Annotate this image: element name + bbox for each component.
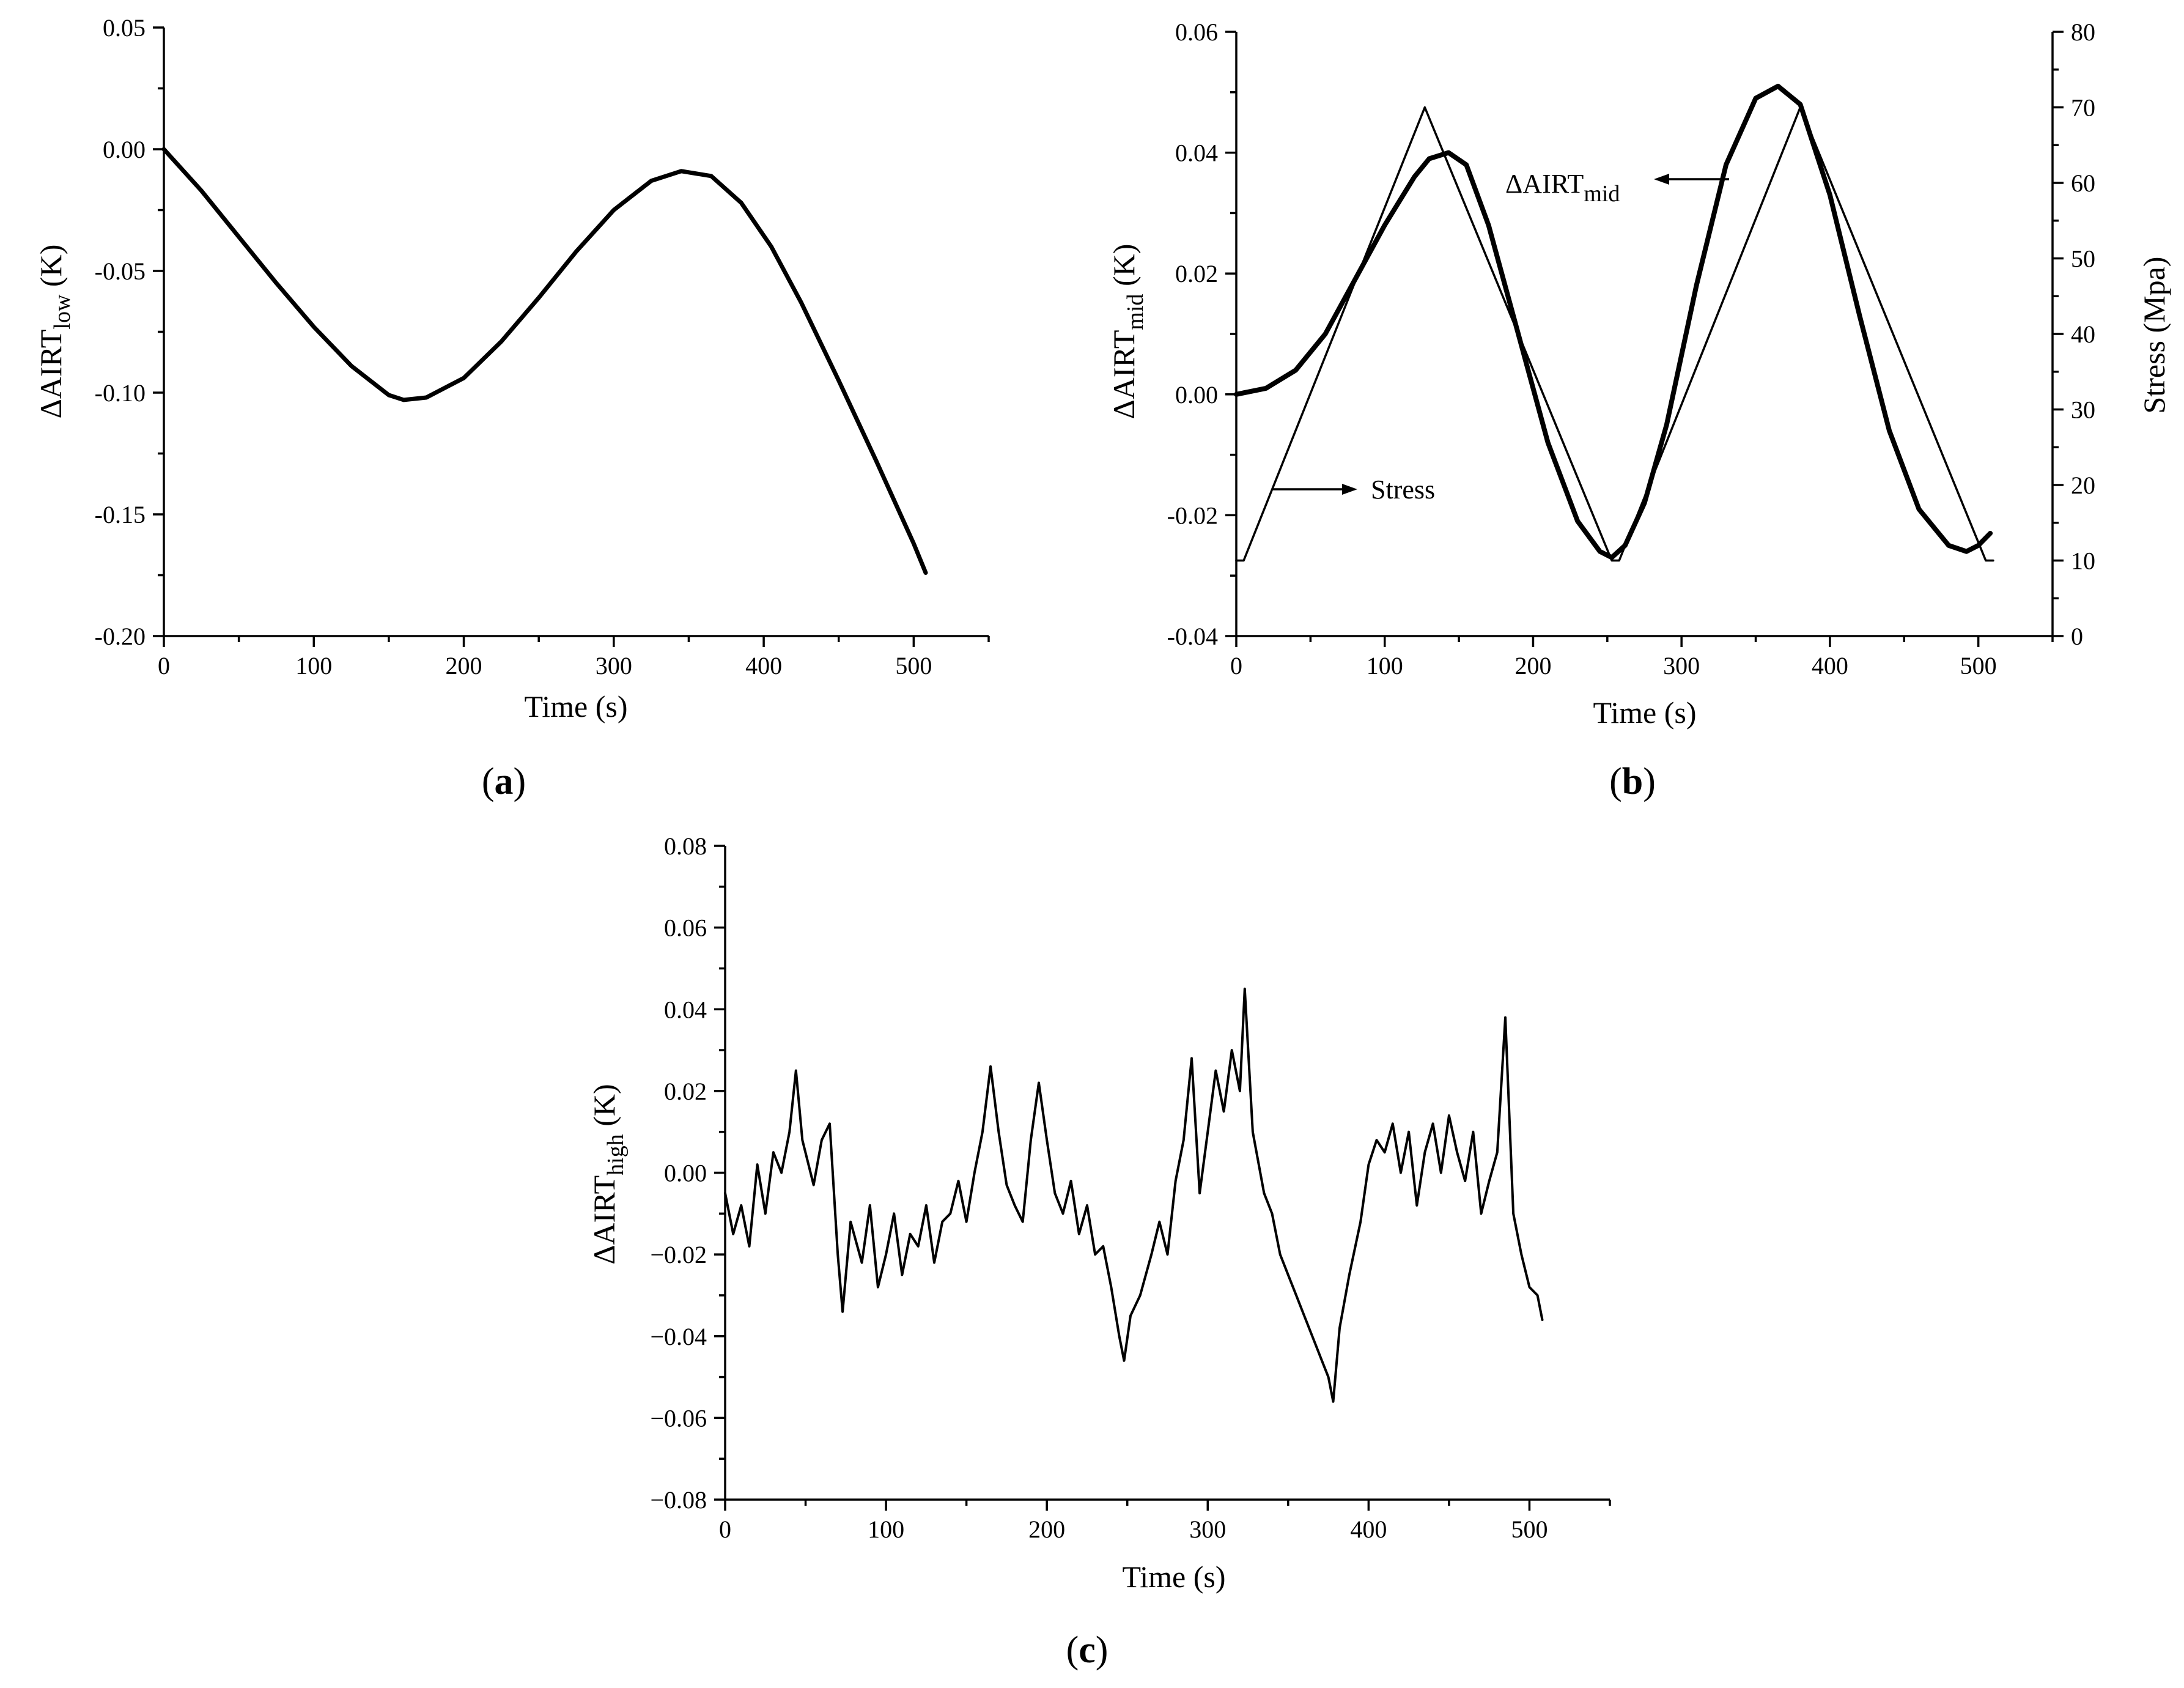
panel-c-ytick-label: −0.08 bbox=[650, 1486, 707, 1514]
panel-a-line-airt-low bbox=[161, 147, 928, 575]
panel-b-ytick-label: 0.00 bbox=[1175, 381, 1218, 409]
panel-b-grid-ticks: 0 100 200 300 400 500-0.04-0.020.000.020.040.… bbox=[1167, 18, 2095, 679]
panel-c-xtick-label: 400 bbox=[1350, 1516, 1387, 1543]
panel-a-xtick-label: 400 bbox=[745, 652, 782, 679]
panel-c-xtick-label: 300 bbox=[1189, 1516, 1226, 1543]
panel-b-xtick-label: 300 bbox=[1663, 652, 1700, 679]
panel-b-line-airt-mid bbox=[1234, 83, 1993, 560]
panel-c-label: (c) bbox=[1066, 1629, 1109, 1671]
panel-a-xtick-label: 100 bbox=[295, 652, 332, 679]
panel-b-y2label: Stress (Mpa) bbox=[2137, 257, 2171, 414]
panel-c-grid-ticks: 0 100 200 300 400 500 −0.08 −0.06 −0.04 −0.02 0.00… bbox=[650, 832, 1611, 1543]
panel-b: 0 100 200 300 400 500-0.04-0.020.000.020.040.… bbox=[1107, 18, 2171, 802]
panel-a-ytick-label: -0.10 bbox=[95, 379, 146, 407]
panel-b-xtick-label: 200 bbox=[1514, 652, 1551, 679]
panel-b-annotation-airt-mid: ΔAIRTmid bbox=[1505, 169, 1620, 207]
panel-c-axes bbox=[724, 846, 1610, 1501]
panel-a-ytick-label: 0.00 bbox=[103, 136, 146, 163]
panel-b-ytick-label: -0.02 bbox=[1167, 502, 1218, 529]
panel-b-axes bbox=[1235, 32, 2054, 637]
panel-b-y2tick-label: 80 bbox=[2071, 18, 2095, 46]
panel-b-xtick-label: 0 bbox=[1230, 652, 1242, 679]
panel-c-ytick-label: 0.04 bbox=[664, 996, 707, 1023]
panel-b-label: (b) bbox=[1609, 761, 1656, 802]
panel-b-line-stress bbox=[1235, 106, 1994, 562]
panel-b-y2tick-label: 10 bbox=[2071, 547, 2095, 575]
panel-a-axes bbox=[163, 28, 989, 637]
panel-a-label: (a) bbox=[482, 761, 526, 802]
panel-b-xtick-label: 500 bbox=[1960, 652, 1997, 679]
panel-b-xlabel: Time (s) bbox=[1593, 695, 1696, 730]
panel-c-ytick-label: 0.00 bbox=[664, 1160, 707, 1187]
panel-a: 0 100 200 300 400 500 -0.20 -0.15 -0.10 -0.05 0.00… bbox=[34, 14, 990, 802]
panel-c-ytick-label: −0.06 bbox=[650, 1404, 707, 1432]
panel-a-xtick-label: 0 bbox=[158, 652, 170, 679]
panel-a-xtick-label: 300 bbox=[596, 652, 632, 679]
panel-a-ylabel: ΔAIRTlow (K) bbox=[34, 245, 75, 419]
panel-b-y2tick-label: 40 bbox=[2071, 320, 2095, 348]
panel-a-ytick-label: -0.15 bbox=[95, 501, 146, 528]
panel-b-ylabel: ΔAIRTmid (K) bbox=[1107, 244, 1148, 420]
panel-b-ytick-label: -0.04 bbox=[1167, 623, 1218, 650]
panel-b-y2tick-label: 30 bbox=[2071, 396, 2095, 424]
panel-b-annotation-stress: Stress bbox=[1371, 475, 1435, 505]
panel-c-ylabel: ΔAIRThigh (K) bbox=[587, 1084, 629, 1264]
panel-c-xtick-label: 0 bbox=[719, 1516, 731, 1543]
panel-a-xlabel: Time (s) bbox=[524, 689, 627, 724]
panel-b-y2tick-label: 50 bbox=[2071, 245, 2095, 273]
panel-b-annotation-arrowhead-left bbox=[1654, 174, 1669, 185]
panel-c-xtick-label: 200 bbox=[1028, 1516, 1065, 1543]
panel-b-y2tick-label: 0 bbox=[2071, 623, 2083, 650]
panel-a-ytick-label: -0.05 bbox=[95, 257, 146, 285]
panel-a-ytick-label: -0.20 bbox=[95, 623, 146, 650]
panel-c-xtick-label: 500 bbox=[1511, 1516, 1548, 1543]
panel-b-y2tick-label: 70 bbox=[2071, 94, 2095, 122]
panel-c-ytick-label: −0.04 bbox=[650, 1323, 707, 1350]
panel-a-xtick-label: 200 bbox=[446, 652, 482, 679]
panel-c: 0 100 200 300 400 500 −0.08 −0.06 −0.04 −0.02 0.00… bbox=[587, 832, 1611, 1671]
panel-b-y2tick-label: 60 bbox=[2071, 169, 2095, 197]
panel-c-line-airt-high bbox=[724, 987, 1544, 1403]
panel-b-annotation-arrowhead-right bbox=[1342, 484, 1357, 495]
panel-c-ytick-label: 0.08 bbox=[664, 832, 707, 860]
panel-c-ytick-label: 0.02 bbox=[664, 1078, 707, 1105]
panel-c-ytick-label: 0.06 bbox=[664, 914, 707, 942]
panel-b-xtick-label: 400 bbox=[1812, 652, 1848, 679]
panel-a-xtick-label: 500 bbox=[895, 652, 932, 679]
panel-b-ytick-label: 0.06 bbox=[1175, 18, 1218, 46]
panel-b-ytick-label: 0.04 bbox=[1175, 139, 1218, 167]
panel-a-ytick-label: 0.05 bbox=[103, 14, 146, 42]
panel-b-y2tick-label: 20 bbox=[2071, 472, 2095, 499]
panel-c-xlabel: Time (s) bbox=[1122, 1560, 1225, 1594]
panel-b-xtick-label: 100 bbox=[1367, 652, 1403, 679]
panel-c-ytick-label: −0.02 bbox=[650, 1241, 707, 1268]
panel-b-ytick-label: 0.02 bbox=[1175, 260, 1218, 287]
panel-c-xtick-label: 100 bbox=[868, 1516, 904, 1543]
